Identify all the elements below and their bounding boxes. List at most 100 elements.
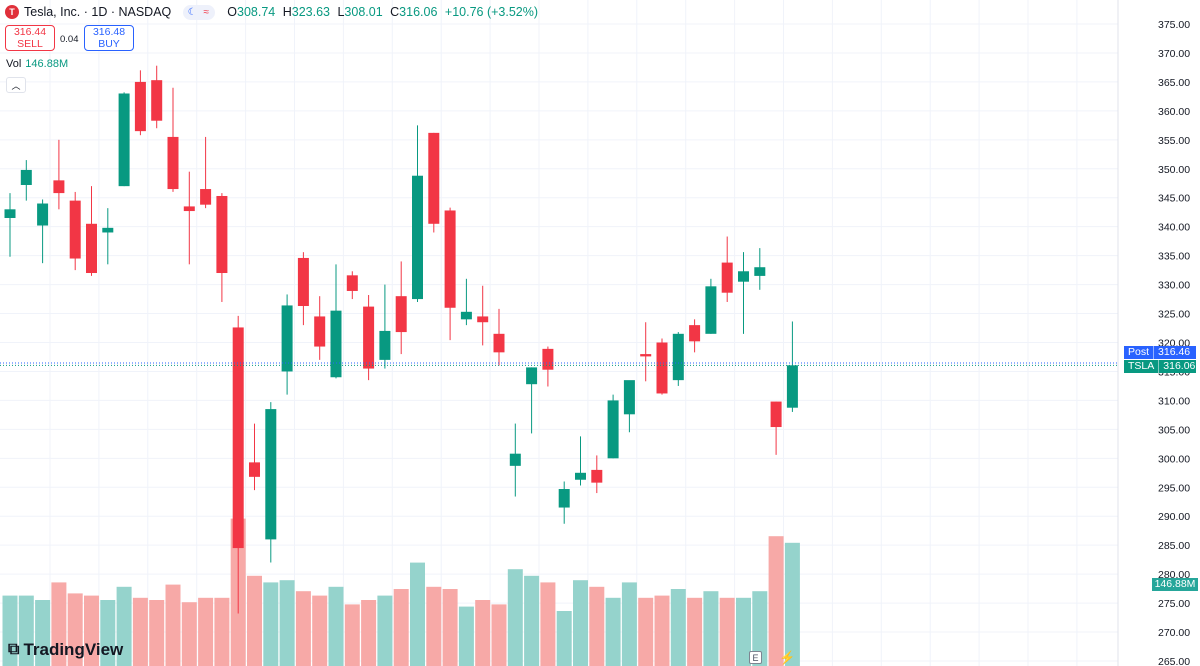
volume-bar xyxy=(377,595,393,666)
volume-bar xyxy=(621,582,637,666)
volume-bar xyxy=(670,589,686,666)
y-tick-label: 305.00 xyxy=(1158,424,1190,436)
volume-bar xyxy=(51,582,67,666)
candle-body xyxy=(754,267,766,276)
last-price-tag: TSLA 316.06 xyxy=(1124,360,1196,373)
volume-bar xyxy=(393,589,409,666)
volume-bar xyxy=(295,591,311,666)
candle-body xyxy=(363,306,375,369)
price-axis: 375.00 370.00 365.00 360.00 355.00 350.00 345.… xyxy=(1117,0,1190,666)
candle-body xyxy=(721,262,733,293)
volume-bar xyxy=(198,597,214,666)
candle-body xyxy=(542,348,554,370)
candle-body xyxy=(477,316,489,323)
volume-bar xyxy=(344,604,360,666)
volume-bar xyxy=(116,586,132,666)
chart-mode-toggle[interactable]: ☾ ≈ xyxy=(183,4,216,20)
candle-body xyxy=(575,472,586,480)
y-tick-label: 290.00 xyxy=(1158,511,1190,523)
candle-body xyxy=(738,271,749,282)
candle-body xyxy=(102,227,114,233)
y-tick-label: 340.00 xyxy=(1158,222,1190,234)
candle-body xyxy=(232,327,244,549)
volume-bar xyxy=(654,595,670,666)
ohlc-open-key: O xyxy=(227,5,237,19)
volume-bar xyxy=(181,602,197,666)
volume-label: Vol xyxy=(6,58,22,70)
tesla-logo-icon: T xyxy=(5,5,19,19)
post-value: 316.46 xyxy=(1158,346,1191,358)
candle-body xyxy=(395,296,407,333)
volume-bar xyxy=(605,597,621,666)
tradingview-mark-icon: ⧉ xyxy=(8,641,19,658)
y-tick-label: 270.00 xyxy=(1158,627,1190,639)
ohlc-low-value: 308.01 xyxy=(344,5,383,19)
collapse-legend-button[interactable]: ︿ xyxy=(6,77,26,93)
volume-bar xyxy=(458,606,474,666)
candle-body xyxy=(37,203,49,226)
moon-icon[interactable]: ☾ xyxy=(187,6,197,18)
candle-body xyxy=(623,380,635,415)
last-label: TSLA xyxy=(1124,360,1160,373)
candle-body xyxy=(379,330,391,360)
volume-bar xyxy=(247,575,262,666)
y-tick-label: 285.00 xyxy=(1158,540,1190,552)
chevron-up-icon: ︿ xyxy=(11,80,21,91)
wave-icon[interactable]: ≈ xyxy=(203,6,210,18)
volume-bars xyxy=(2,518,800,666)
post-market-price-tag: Post 316.46 xyxy=(1124,346,1196,359)
candle-body xyxy=(493,333,505,353)
candle-body xyxy=(509,453,521,466)
candle-body xyxy=(591,469,603,483)
candle-body xyxy=(265,409,277,540)
candle-body xyxy=(53,180,65,194)
candle-body xyxy=(444,210,456,308)
volume-bar xyxy=(556,611,572,666)
volume-price-tag: 146.88M xyxy=(1152,578,1198,591)
volume-bar xyxy=(35,600,51,666)
buy-label: BUY xyxy=(98,38,120,50)
volume-bar xyxy=(67,593,83,666)
y-tick-label: 265.00 xyxy=(1158,656,1190,666)
candle-body xyxy=(183,206,195,212)
y-tick-label: 360.00 xyxy=(1158,106,1190,118)
volume-bar xyxy=(18,595,34,666)
volume-bar xyxy=(132,597,148,666)
buy-button[interactable]: 316.48 BUY xyxy=(84,25,134,51)
candle-body xyxy=(689,325,701,342)
price-change: +10.76 (+3.52%) xyxy=(444,5,539,19)
volume-bar xyxy=(687,597,703,666)
candle-body xyxy=(558,489,570,508)
lightning-icon[interactable]: ⚡ xyxy=(779,649,796,665)
volume-bar xyxy=(100,600,116,666)
volume-legend[interactable]: Vol 146.88M xyxy=(6,58,68,70)
volume-bar xyxy=(507,569,523,666)
earnings-icon[interactable]: E xyxy=(749,651,762,664)
volume-bar xyxy=(410,562,425,666)
tradingview-logo[interactable]: ⧉ TradingView xyxy=(8,640,123,660)
spread-value: 0.04 xyxy=(60,34,79,45)
candle-body xyxy=(428,132,440,224)
candle-body xyxy=(134,81,146,132)
symbol-title[interactable]: Tesla, Inc. · 1D · NASDAQ xyxy=(24,5,172,19)
ohlc-high-value: 323.63 xyxy=(291,5,330,19)
ohlc-close-key: C xyxy=(390,5,400,19)
candle-body xyxy=(640,354,652,357)
y-tick-label: 355.00 xyxy=(1158,135,1190,147)
volume-bar xyxy=(149,600,165,666)
sell-button[interactable]: 316.44 SELL xyxy=(5,25,55,51)
y-tick-label: 370.00 xyxy=(1158,48,1190,60)
y-tick-label: 365.00 xyxy=(1158,77,1190,89)
y-tick-label: 330.00 xyxy=(1158,280,1190,292)
y-tick-label: 325.00 xyxy=(1158,309,1190,321)
post-label: Post xyxy=(1124,346,1155,359)
chart-grid xyxy=(0,0,1118,666)
y-tick-label: 310.00 xyxy=(1158,395,1190,407)
volume-bar xyxy=(768,536,784,666)
candle-body xyxy=(151,80,163,121)
candle-body xyxy=(20,169,32,185)
candle-body xyxy=(118,93,130,187)
y-tick-label: 335.00 xyxy=(1158,251,1190,263)
candle-body xyxy=(346,275,358,291)
